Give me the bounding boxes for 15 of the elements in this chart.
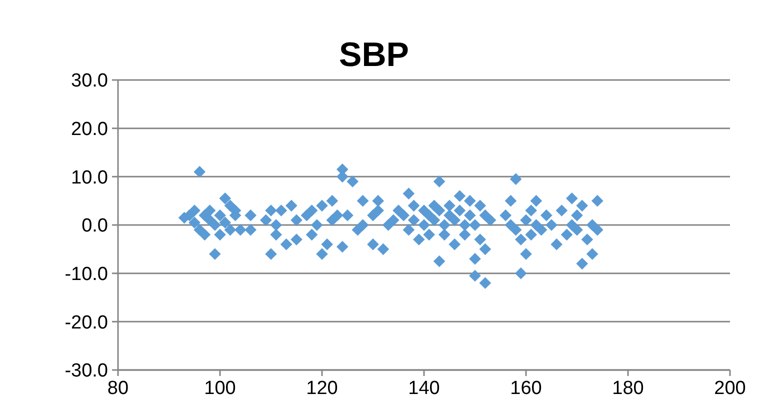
chart-title: SBP [339, 36, 409, 74]
x-tick-label: 200 [714, 378, 746, 400]
y-tick-label: -30.0 [64, 360, 108, 382]
y-tick-label: -20.0 [64, 312, 108, 334]
x-tick-label: 120 [306, 378, 338, 400]
y-tick-label: 10.0 [71, 167, 108, 188]
x-tick-label: 160 [510, 378, 542, 400]
y-tick-label: 20.0 [71, 118, 108, 140]
y-tick-label: 30.0 [71, 70, 108, 92]
x-tick-label: 80 [107, 378, 129, 400]
y-tick-label: 0.0 [82, 216, 108, 237]
x-tick-label: 140 [408, 378, 440, 400]
x-tick-label: 180 [612, 378, 644, 400]
y-tick-label: -10.0 [64, 264, 108, 285]
x-tick-label: 100 [204, 378, 236, 400]
